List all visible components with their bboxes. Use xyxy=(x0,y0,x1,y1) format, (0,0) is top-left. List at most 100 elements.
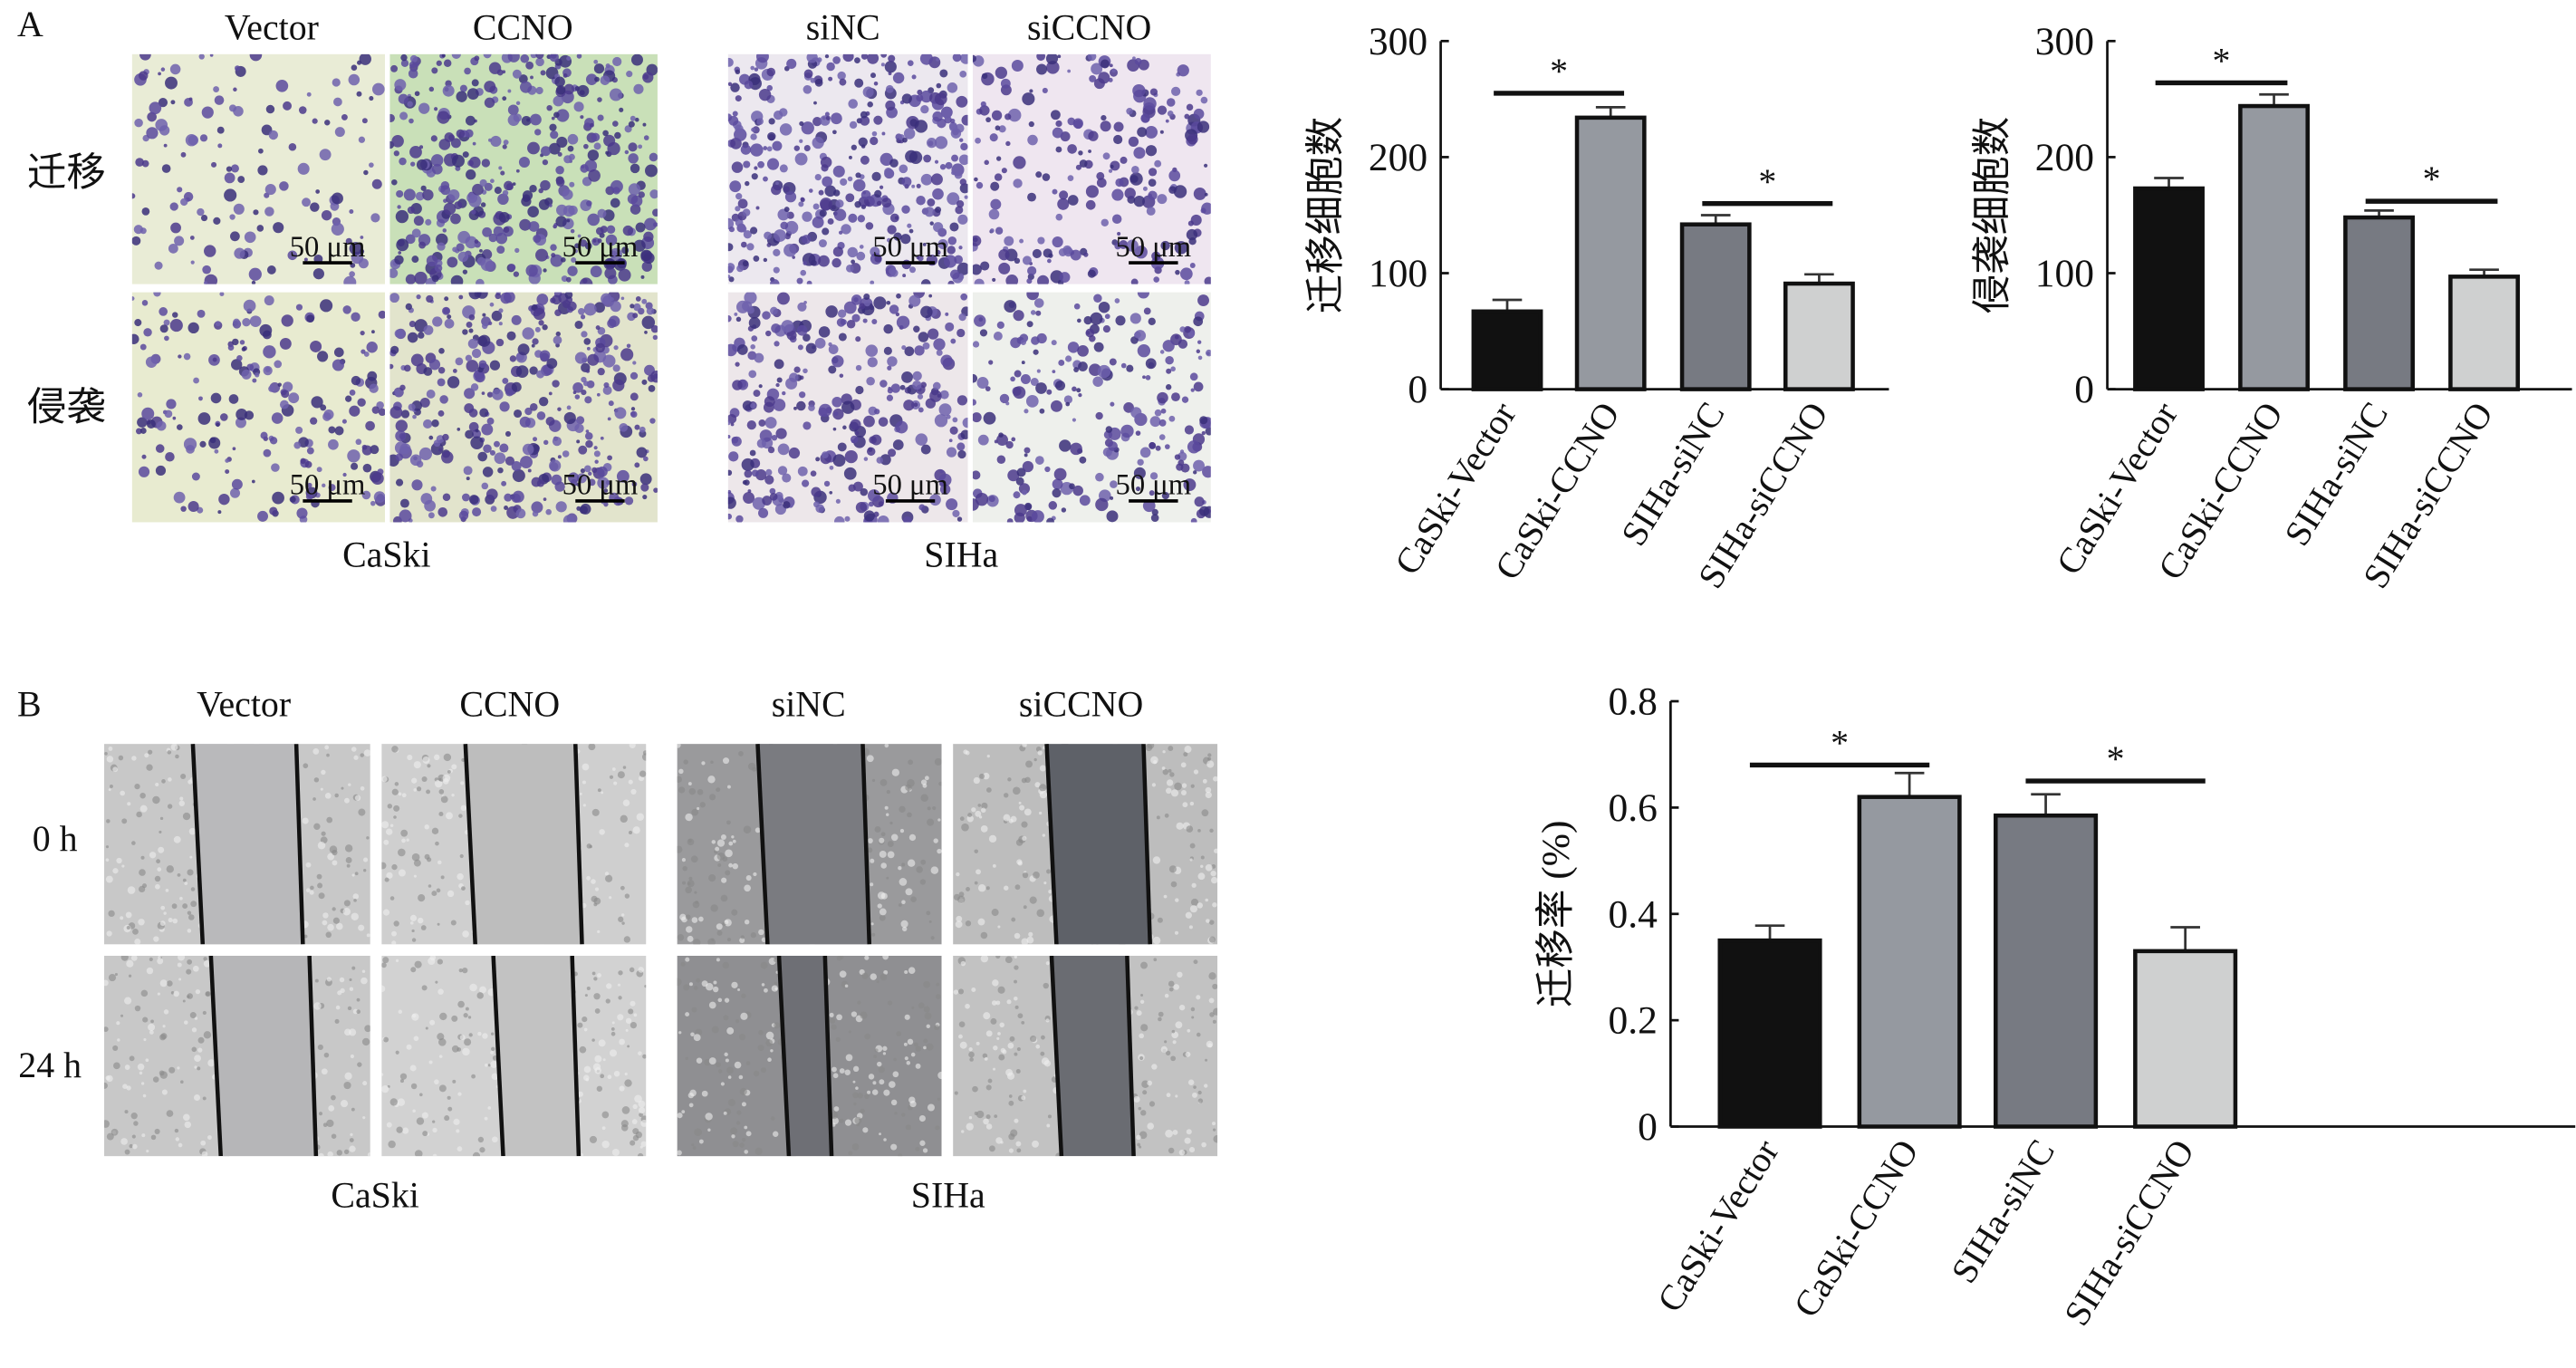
row-label-24h: 24 h xyxy=(18,1045,82,1085)
col-label-ccno-b: CCNO xyxy=(459,683,560,724)
micrograph: 50 μm xyxy=(131,292,386,523)
cell-line-siha-a: SIHa xyxy=(924,534,998,574)
panel-b-letter: B xyxy=(17,683,42,724)
significance-star: * xyxy=(2213,41,2231,82)
wound-gap xyxy=(1051,956,1134,1157)
significance-star: * xyxy=(1758,161,1776,202)
bar-chart-3: 0 0.2 0.4 0.6 0.8 迁移率 (%) CaSki-VectorCaSki-CC… xyxy=(1534,680,2576,1333)
scale-bar-label: 50 μm xyxy=(562,231,639,264)
bar xyxy=(2133,186,2205,391)
y-tick-label: 0.8 xyxy=(1608,680,1657,724)
wound-image xyxy=(381,744,647,945)
micrograph: 50 μm xyxy=(727,292,968,523)
bar xyxy=(1994,813,2099,1129)
wound-gap xyxy=(210,956,316,1157)
col-label-vector-b: Vector xyxy=(197,683,291,724)
micrograph: 50 μm xyxy=(131,53,386,284)
bar xyxy=(1783,281,1855,391)
x-tick-label: SIHa-siNC xyxy=(2276,395,2396,553)
panel-a-letter: A xyxy=(17,4,43,44)
wound-edge-line xyxy=(822,956,834,1157)
wound-edge-line xyxy=(1141,744,1152,945)
wound-image xyxy=(953,744,1218,945)
wound-edge-line xyxy=(307,956,319,1157)
bar xyxy=(1857,795,1962,1129)
cell-line-siha-b: SIHa xyxy=(911,1174,985,1215)
y-tick-label: 200 xyxy=(2035,136,2094,179)
wound-image xyxy=(677,744,942,945)
bar xyxy=(2238,103,2310,391)
col-label-vector: Vector xyxy=(225,7,319,48)
wound-edge-line xyxy=(463,744,477,945)
wound-gap xyxy=(757,744,870,945)
wound-edge-line xyxy=(1044,744,1059,945)
y-tick-label: 0 xyxy=(1408,368,1427,411)
micrograph: 50 μm xyxy=(727,53,968,284)
bar-chart-2: 0100200300侵袭细胞数CaSki-VectorCaSki-CCNOSIH… xyxy=(1971,20,2572,595)
bar xyxy=(2448,275,2520,391)
wound-image xyxy=(381,956,647,1157)
cell-line-caski-a: CaSki xyxy=(342,534,430,574)
bar-chart-1: 0100200300迁移细胞数CaSki-VectorCaSki-CCNOSIH… xyxy=(1304,20,1889,595)
cell-line-caski-b: CaSki xyxy=(331,1174,418,1215)
significance-star: * xyxy=(1831,723,1849,764)
scale-bar-label: 50 μm xyxy=(872,469,948,502)
scale-bar-label: 50 μm xyxy=(562,469,639,502)
micrograph: 50 μm xyxy=(389,53,658,284)
wound-gap xyxy=(1046,744,1150,945)
wound-edge-line xyxy=(293,744,305,945)
y-tick-label: 300 xyxy=(2035,20,2094,63)
significance-star: * xyxy=(2423,159,2441,199)
wound-gap xyxy=(192,744,303,945)
bar xyxy=(1717,938,1822,1129)
wound-edge-line xyxy=(1125,956,1136,1157)
y-tick-label: 0.2 xyxy=(1608,999,1657,1043)
row-label-invasion: 侵袭 xyxy=(27,386,106,429)
x-tick-label: SIHa-siNC xyxy=(1943,1132,2062,1290)
wound-edge-line xyxy=(860,744,872,945)
significance-star: * xyxy=(1550,51,1568,92)
row-label-migration: 迁移 xyxy=(27,151,106,195)
scale-bar-label: 50 μm xyxy=(1116,231,1192,264)
wound-gap xyxy=(493,956,579,1157)
wound-edge-line xyxy=(573,744,584,945)
wound-edge-line xyxy=(208,956,223,1157)
transwell-micrographs: 50 μm 50 μm 50 μm 50 μm 50 μm 50 μm 50 μm 50 μm xyxy=(131,53,1211,523)
x-tick-label: SIHa-siCCNO xyxy=(2056,1132,2202,1333)
micrograph: 50 μm xyxy=(972,292,1211,523)
significance-star: * xyxy=(2107,738,2125,779)
wound-image xyxy=(953,956,1218,1157)
scale-bar-label: 50 μm xyxy=(1116,469,1192,502)
x-tick-label: CaSki-CCNO xyxy=(1785,1132,1927,1325)
bar xyxy=(2343,215,2415,391)
y-tick-label: 200 xyxy=(1369,136,1427,179)
bar xyxy=(2133,949,2238,1129)
y-tick-label: 0 xyxy=(2074,368,2094,411)
wound-image xyxy=(104,956,370,1157)
wound-image xyxy=(677,956,942,1157)
bar xyxy=(1574,115,1647,391)
wound-edge-line xyxy=(776,956,792,1157)
x-tick-label: SIHa-siNC xyxy=(1613,395,1733,553)
wound-edge-line xyxy=(190,744,206,945)
wound-edge-line xyxy=(570,956,582,1157)
wound-image xyxy=(104,744,370,945)
bar xyxy=(1471,309,1543,391)
bar-charts: 0100200300迁移细胞数CaSki-VectorCaSki-CCNOSIH… xyxy=(1304,20,2576,1333)
y-tick-label: 300 xyxy=(1369,20,1427,63)
wound-edge-line xyxy=(491,956,505,1157)
micrograph: 50 μm xyxy=(972,53,1211,284)
y-axis-label: 迁移率 (%) xyxy=(1534,820,1578,1007)
wound-gap xyxy=(779,956,832,1157)
row-label-0h: 0 h xyxy=(33,818,78,859)
y-axis-label: 迁移细胞数 xyxy=(1304,117,1348,314)
wound-gap xyxy=(465,744,582,945)
x-tick-label: CaSki-Vector xyxy=(1649,1132,1787,1319)
col-label-siccno: siCCNO xyxy=(1027,7,1151,48)
y-tick-label: 100 xyxy=(2035,252,2094,295)
micrograph: 50 μm xyxy=(389,292,658,523)
col-label-sinc-b: siNC xyxy=(772,683,846,724)
y-tick-label: 100 xyxy=(1369,252,1427,295)
col-label-sinc: siNC xyxy=(806,7,880,48)
